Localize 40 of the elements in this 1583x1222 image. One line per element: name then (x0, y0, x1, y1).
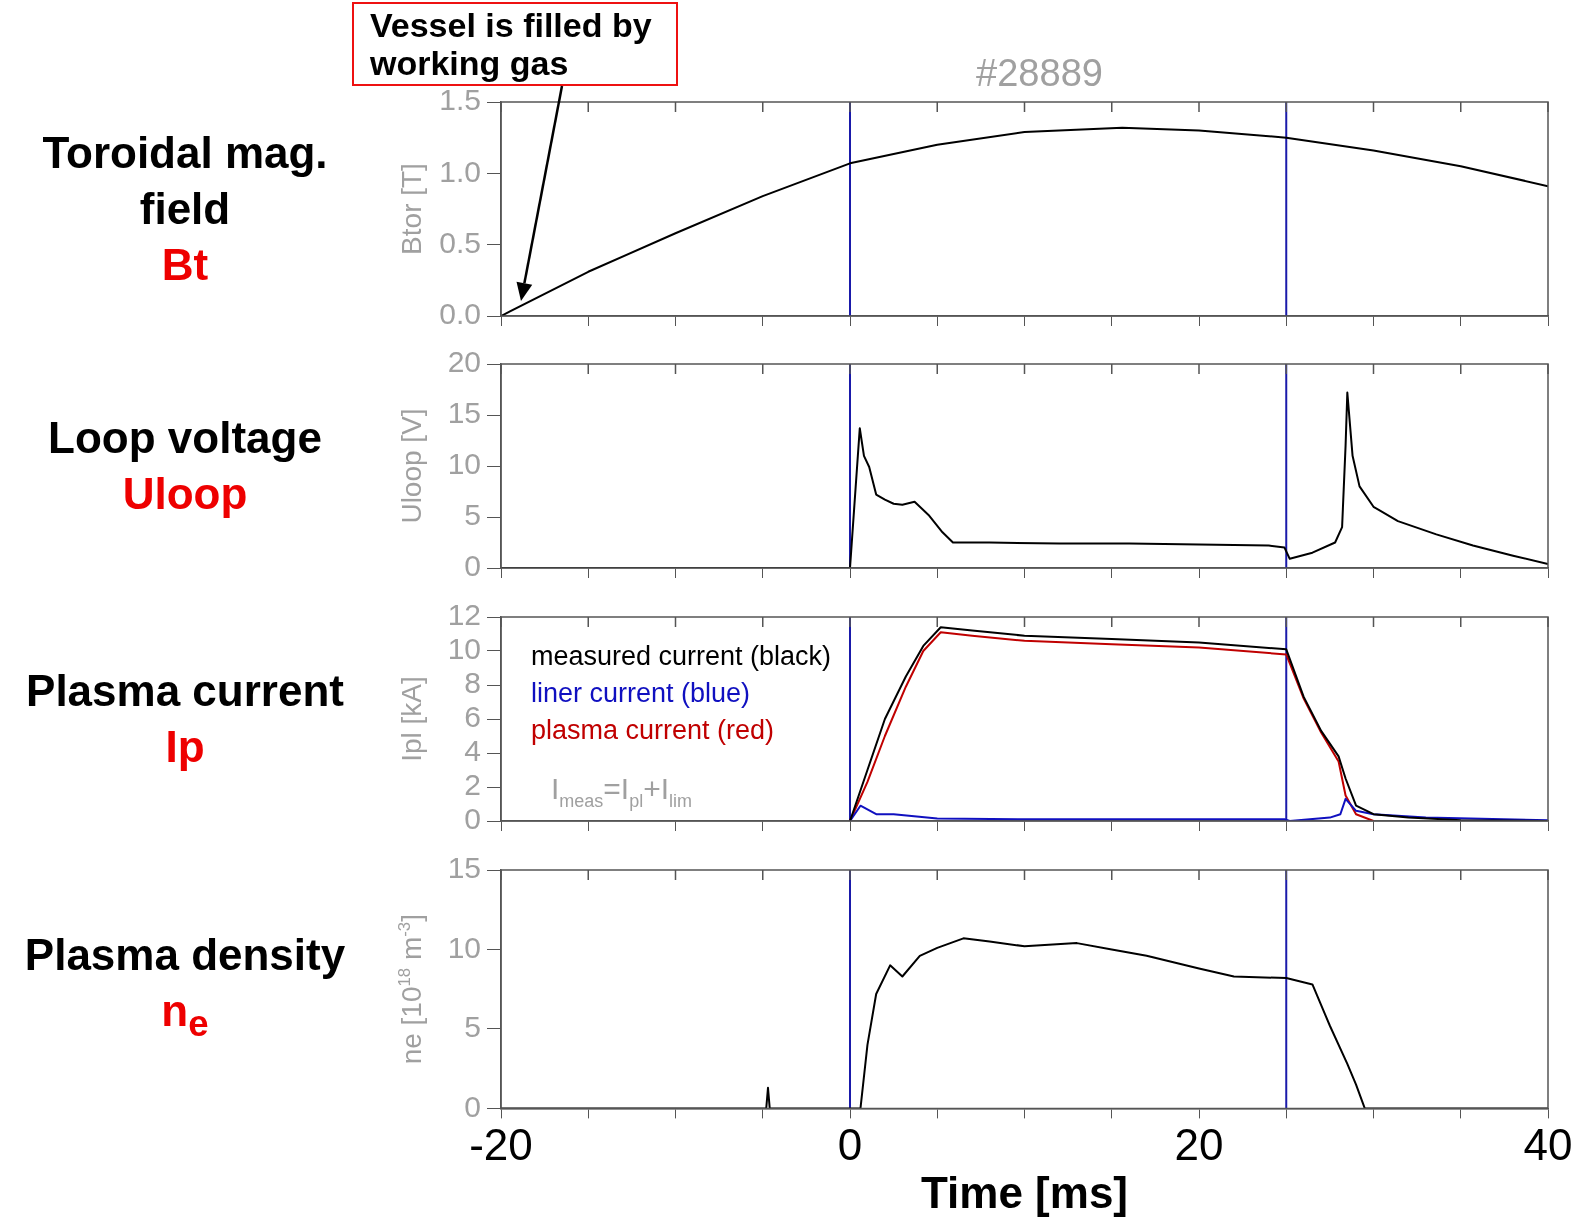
y-axis-title: Uloop [V] (396, 408, 427, 524)
y-tick-label: 10 (447, 930, 481, 964)
text: Plasma density (23, 928, 347, 981)
text: Loop voltage (47, 412, 323, 464)
x-tick-label: 40 (1523, 1119, 1573, 1169)
y-tick-label: 0.5 (439, 225, 481, 259)
y-tick-label: 4 (464, 734, 481, 768)
chart-title: #28889 (976, 52, 1103, 94)
y-tick-label: 12 (447, 598, 481, 632)
text: measured current (black) (531, 641, 832, 671)
y-tick-label: 6 (464, 700, 481, 734)
text: plasma current (red) (531, 715, 775, 745)
y-tick-label: 0 (464, 549, 481, 583)
y-tick-label: 5 (464, 1010, 481, 1044)
text: Plasma current (25, 665, 345, 717)
text: Uloop (121, 468, 249, 520)
y-tick-label: 15 (447, 851, 481, 885)
y-axis-title: ne [1018 m-3] (394, 914, 427, 1065)
y-tick-label: 15 (447, 396, 481, 430)
text: Bt (160, 239, 210, 291)
text: Vessel is filled by working gas (370, 6, 652, 82)
y-tick-label: 20 (447, 345, 481, 379)
y-tick-label: 10 (447, 632, 481, 666)
y-tick-label: 1.5 (439, 83, 481, 117)
text: Ip (164, 721, 206, 773)
text: liner current (blue) (531, 678, 751, 708)
y-tick-label: 2 (464, 768, 481, 802)
x-tick-label: 20 (1174, 1119, 1224, 1169)
y-axis-title: Ipl [kA] (396, 676, 427, 762)
x-tick-label: 0 (837, 1119, 863, 1169)
text: n$_{e}$ (160, 984, 210, 1046)
y-tick-label: 1.0 (439, 154, 481, 188)
y-tick-label: 0.0 (439, 297, 481, 331)
y-tick-label: 8 (464, 666, 481, 700)
text: Toroidal mag. field (41, 127, 329, 235)
y-tick-label: 10 (447, 447, 481, 481)
x-axis-title: Time [ms] (920, 1167, 1129, 1217)
y-tick-label: 0 (464, 802, 481, 836)
y-axis-title: Btor [T] (396, 163, 427, 255)
y-tick-label: 5 (464, 498, 481, 532)
